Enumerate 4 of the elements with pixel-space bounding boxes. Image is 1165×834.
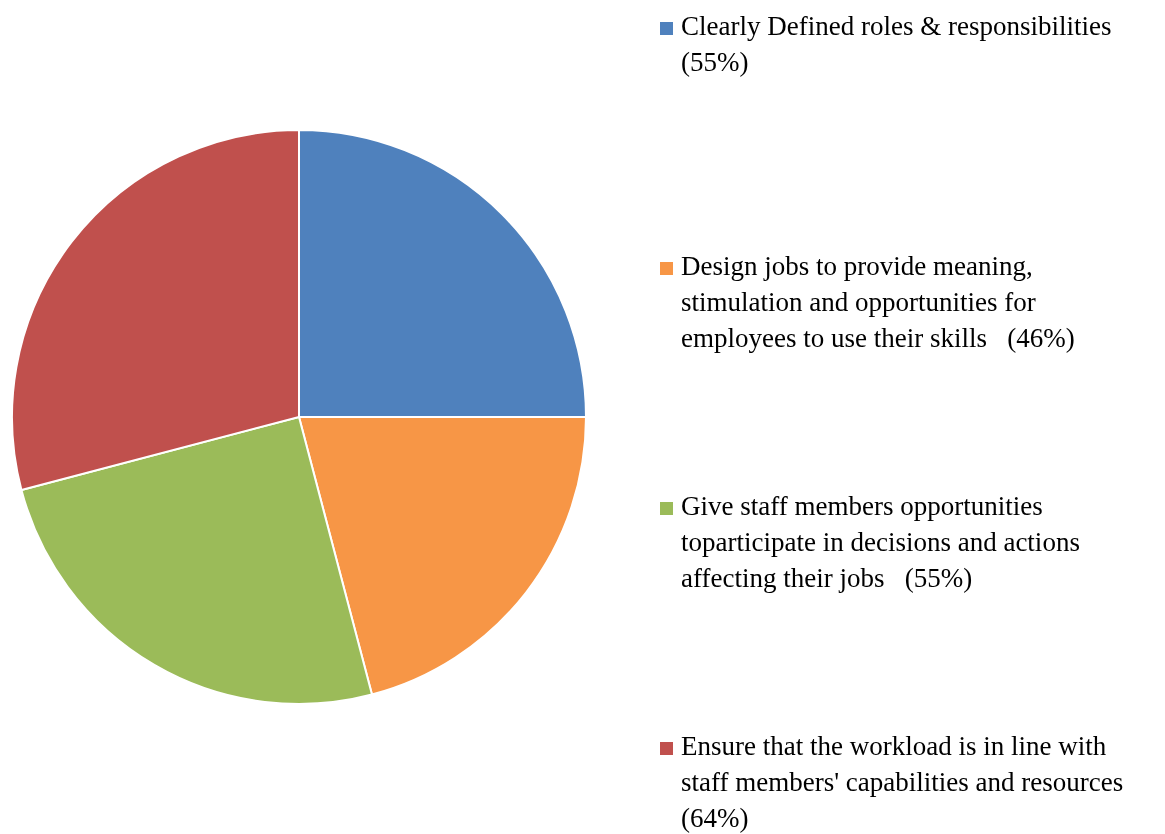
legend-label: Design jobs to provide meaning, stimulation and opportunities for employees to use their skills (46%) [681, 250, 1076, 355]
legend-label: Give staff members opportunities toparticipate in decisions and actions affecting their jobs (55%) [681, 490, 1081, 595]
legend-label: Clearly Defined roles & responsibilities (55%) [681, 10, 1113, 79]
legend-label: Ensure that the workload is in line with staff members' capabilities and resources (64%) [681, 730, 1125, 834]
